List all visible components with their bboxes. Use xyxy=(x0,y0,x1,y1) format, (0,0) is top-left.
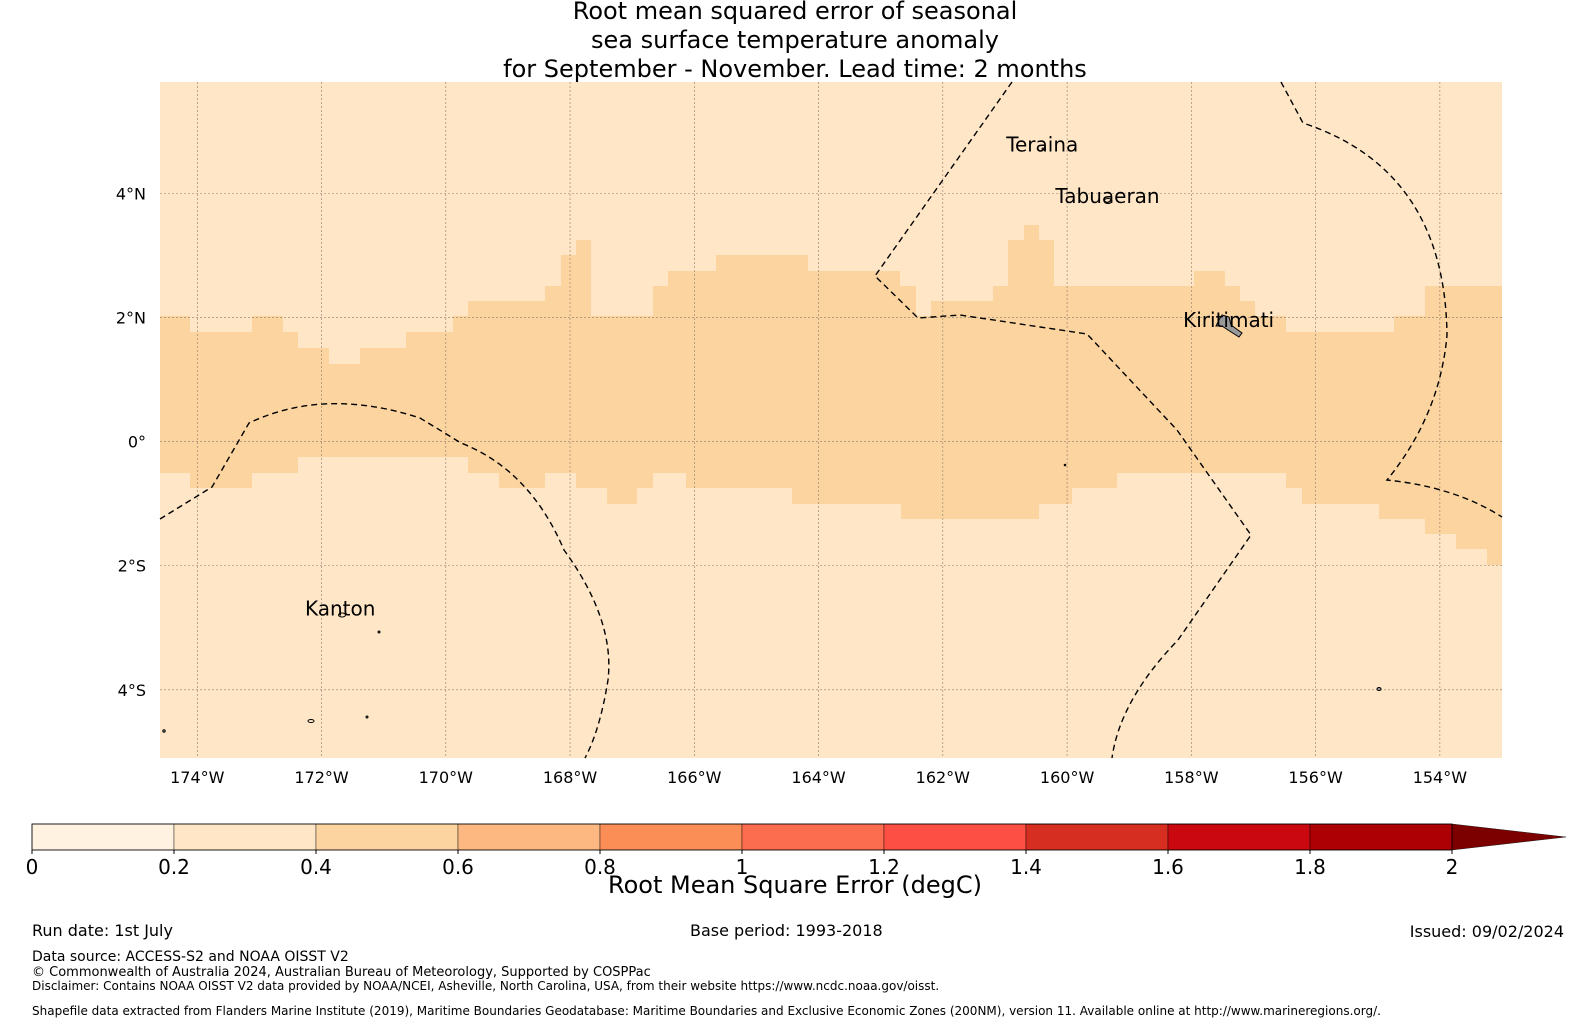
eez-boundary-line-islands-west xyxy=(874,81,1252,759)
colorbar-extend-arrow xyxy=(1451,823,1567,851)
map-title-line-1: Root mean squared error of seasonal xyxy=(572,0,1018,25)
latitude-tick-label: 2°S xyxy=(118,557,146,576)
colorbar-segment xyxy=(1025,823,1169,851)
longitude-tick-label: 154°W xyxy=(1413,768,1468,787)
longitude-tick-label: 158°W xyxy=(1164,768,1219,787)
longitude-tick-label: 156°W xyxy=(1288,768,1343,787)
colorbar-tick-label: 0.2 xyxy=(158,855,190,879)
place-label-kanton: Kanton xyxy=(305,596,375,620)
colorbar-segment xyxy=(173,823,317,851)
place-label-kiritimati: Kiritimati xyxy=(1183,308,1274,332)
latitude-tick-label: 2°N xyxy=(116,309,146,328)
issued-date: Issued: 09/02/2024 xyxy=(1409,922,1564,941)
latitude-tick-label: 0° xyxy=(128,433,146,452)
colorbar-label: Root Mean Square Error (degC) xyxy=(608,871,982,899)
longitude-tick-label: 166°W xyxy=(667,768,722,787)
colorbar-tick-label: 0.8 xyxy=(584,855,616,879)
eez-boundaries xyxy=(159,81,1503,759)
graticule xyxy=(160,82,1502,758)
longitude-tick-label: 164°W xyxy=(791,768,846,787)
islands xyxy=(162,147,1382,733)
colorbar-tick-label: 1 xyxy=(736,855,749,879)
place-label-teraina: Teraina xyxy=(1005,132,1078,156)
tabuaeran-island-shape xyxy=(1103,198,1113,204)
kanton-island-shape xyxy=(338,612,346,618)
colorbar-tick-label: 0.6 xyxy=(442,855,474,879)
map-panel: Teraina Tabuaeran Kiritimati Kanton xyxy=(159,81,1503,759)
colorbar-segment xyxy=(457,823,601,851)
longitude-tick-label: 172°W xyxy=(294,768,349,787)
longitude-tick-label: 168°W xyxy=(543,768,598,787)
colorbar: 0 0.2 0.4 0.6 0.8 1 1.2 1.4 1.6 1.8 2 xyxy=(26,823,1567,879)
colorbar-tick-label: 1.2 xyxy=(868,855,900,879)
islet-shape xyxy=(1041,147,1045,151)
kiritimati-island-shape xyxy=(1215,314,1243,338)
longitude-tick-label: 162°W xyxy=(916,768,971,787)
eez-boundary-phoenix xyxy=(159,403,610,759)
islet-shape xyxy=(307,719,315,723)
colorbar-segment xyxy=(741,823,885,851)
shapefile-credit: Shapefile data extracted from Flanders M… xyxy=(32,1004,1381,1018)
colorbar-segment xyxy=(1167,823,1311,851)
copyright: © Commonwealth of Australia 2024, Austra… xyxy=(32,965,651,980)
rmse-low-pocket xyxy=(591,240,637,316)
colorbar-tick-label: 0.4 xyxy=(300,855,332,879)
colorbar-tick-label: 1.8 xyxy=(1294,855,1326,879)
disclaimer: Disclaimer: Contains NOAA OISST V2 data … xyxy=(32,979,940,993)
eez-boundary-line-islands-east xyxy=(1280,81,1503,518)
map-title-line-3: for September - November. Lead time: 2 m… xyxy=(503,55,1087,83)
rmse-mid-band xyxy=(160,225,1502,565)
islet-shape xyxy=(365,715,369,719)
longitude-tick-label: 170°W xyxy=(419,768,474,787)
place-label-tabuaeran: Tabuaeran xyxy=(1054,184,1159,208)
colorbar-tick-label: 0 xyxy=(26,855,39,879)
latitude-tick-label: 4°S xyxy=(118,681,146,700)
longitude-tick-label: 160°W xyxy=(1040,768,1095,787)
islet-shape xyxy=(1063,463,1067,467)
colorbar-segment xyxy=(1309,823,1453,851)
islet-shape xyxy=(162,729,166,733)
longitude-tick-label: 174°W xyxy=(170,768,225,787)
colorbar-tick-label: 2 xyxy=(1446,855,1459,879)
map-title-line-2: sea surface temperature anomaly xyxy=(591,26,999,54)
latitude-tick-label: 4°N xyxy=(116,185,146,204)
data-source: Data source: ACCESS-S2 and NOAA OISST V2 xyxy=(32,949,349,965)
latitude-labels: 4°N 2°N 0° 2°S 4°S xyxy=(116,185,146,700)
colorbar-segment xyxy=(315,823,459,851)
colorbar-tick-label: 1.4 xyxy=(1010,855,1042,879)
colorbar-segment xyxy=(31,823,175,851)
colorbar-segment xyxy=(883,823,1027,851)
base-period: Base period: 1993-2018 xyxy=(690,921,883,940)
colorbar-segment xyxy=(599,823,743,851)
run-date: Run date: 1st July xyxy=(32,921,173,940)
colorbar-tick-label: 1.6 xyxy=(1152,855,1184,879)
islet-shape xyxy=(1376,687,1382,691)
islet-shape xyxy=(377,630,381,634)
longitude-labels: 174°W 172°W 170°W 168°W 166°W 164°W 162°W 160°W… xyxy=(170,768,1467,787)
